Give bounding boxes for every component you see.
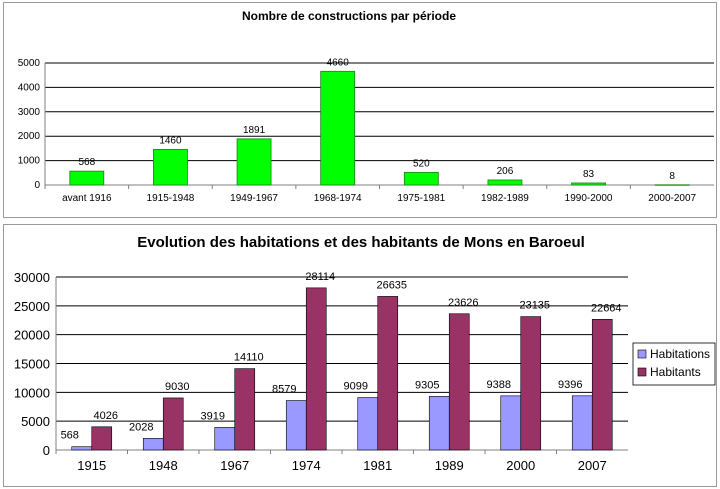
- y-tick-label: 0: [43, 443, 50, 458]
- x-tick-label: 1915: [77, 458, 106, 473]
- bar-habitations: [214, 427, 236, 451]
- x-tick-label: 1981: [363, 458, 392, 473]
- y-tick-label: 20000: [14, 328, 50, 343]
- bar-habitations: [142, 438, 164, 451]
- data-label: 520: [413, 158, 430, 169]
- data-label: 83: [583, 169, 595, 180]
- data-label: 1891: [243, 125, 266, 136]
- data-label: 8579: [272, 384, 296, 396]
- data-label: 9396: [558, 379, 582, 391]
- y-tick-label: 10000: [14, 385, 50, 400]
- y-tick-label: 1000: [18, 156, 41, 167]
- bar: [69, 170, 105, 186]
- bar-habitants: [520, 316, 542, 451]
- y-tick-label: 0: [34, 180, 40, 191]
- x-tick-label: 1967: [220, 458, 249, 473]
- bar-habitants: [591, 319, 613, 451]
- y-tick-label: 4000: [18, 82, 41, 93]
- y-tick-label: 5000: [18, 58, 41, 69]
- legend-box: [632, 342, 716, 386]
- x-tick-label: 1989: [435, 458, 464, 473]
- data-label: 1460: [159, 135, 182, 146]
- bar-habitants: [448, 313, 470, 451]
- data-label: 2028: [129, 421, 153, 433]
- legend-swatch: [637, 349, 647, 359]
- chart-title: Nombre de constructions par période: [242, 9, 456, 23]
- data-label: 26635: [376, 279, 407, 291]
- bar-habitations: [357, 397, 379, 451]
- data-label: 4660: [327, 57, 350, 68]
- data-label: 4026: [94, 410, 118, 422]
- data-label: 23626: [448, 297, 479, 309]
- x-tick-label: 1915-1948: [147, 193, 195, 204]
- data-label: 9388: [487, 379, 511, 391]
- legend-label: Habitations: [650, 347, 710, 361]
- bar-habitations: [71, 446, 93, 451]
- chart-panel-constructions: Nombre de constructions par période 0 100…: [3, 2, 717, 218]
- data-label: 3919: [201, 410, 225, 422]
- x-tick-label: 2007: [578, 458, 607, 473]
- bar: [320, 70, 356, 186]
- chart-panel-evolution: Evolution des habitations et des habitan…: [3, 224, 717, 487]
- y-tick-label: 30000: [14, 270, 50, 285]
- bar-habitants: [91, 426, 113, 451]
- y-tick-label: 25000: [14, 299, 50, 314]
- bar-habitations: [571, 395, 593, 451]
- bar-habitants: [234, 368, 256, 451]
- constructions-chart: Nombre de constructions par période 0 100…: [18, 9, 714, 204]
- legend: Habitations Habitants: [632, 342, 716, 386]
- x-tick-label: 1975-1981: [397, 193, 445, 204]
- bar: [571, 182, 606, 186]
- bar-habitations: [500, 395, 522, 451]
- data-label: 568: [78, 157, 95, 168]
- data-label: 22664: [591, 302, 622, 314]
- bar: [236, 138, 272, 186]
- x-tick-label: 2000-2007: [648, 193, 696, 204]
- bar-habitants: [377, 296, 399, 451]
- bar-habitations: [285, 400, 307, 451]
- bar: [153, 148, 188, 186]
- x-tick-label: 1974: [292, 458, 321, 473]
- bar: [487, 179, 523, 186]
- bar-habitations: [428, 396, 450, 451]
- data-label: 23135: [519, 300, 550, 312]
- data-label: 206: [497, 166, 514, 177]
- data-label: 568: [61, 430, 79, 442]
- y-tick-label: 3000: [18, 107, 41, 118]
- legend-swatch: [637, 367, 647, 377]
- data-label: 8: [669, 171, 675, 182]
- x-tick-label: 1968-1974: [314, 193, 362, 204]
- x-tick-label: avant 1916: [62, 193, 112, 204]
- x-tick-label: 1949-1967: [230, 193, 278, 204]
- data-label: 14110: [234, 352, 264, 364]
- x-tick-label: 1982-1989: [481, 193, 529, 204]
- data-label: 9305: [415, 379, 439, 391]
- bar: [654, 184, 690, 186]
- x-tick-label: 1990-2000: [565, 193, 613, 204]
- evolution-chart: Evolution des habitations et des habitan…: [14, 234, 716, 473]
- x-tick-label: 1948: [149, 458, 178, 473]
- bar: [403, 171, 439, 186]
- y-tick-label: 15000: [14, 357, 50, 372]
- bar-habitants: [305, 287, 327, 451]
- data-label: 9030: [165, 381, 189, 393]
- data-label: 9099: [344, 381, 368, 393]
- legend-label: Habitants: [650, 365, 701, 379]
- bar-habitants: [162, 397, 184, 451]
- chart-title: Evolution des habitations et des habitan…: [137, 234, 585, 251]
- y-tick-label: 2000: [18, 131, 41, 142]
- data-label: 28114: [305, 271, 335, 283]
- x-tick-label: 2000: [506, 458, 535, 473]
- y-tick-label: 5000: [21, 414, 50, 429]
